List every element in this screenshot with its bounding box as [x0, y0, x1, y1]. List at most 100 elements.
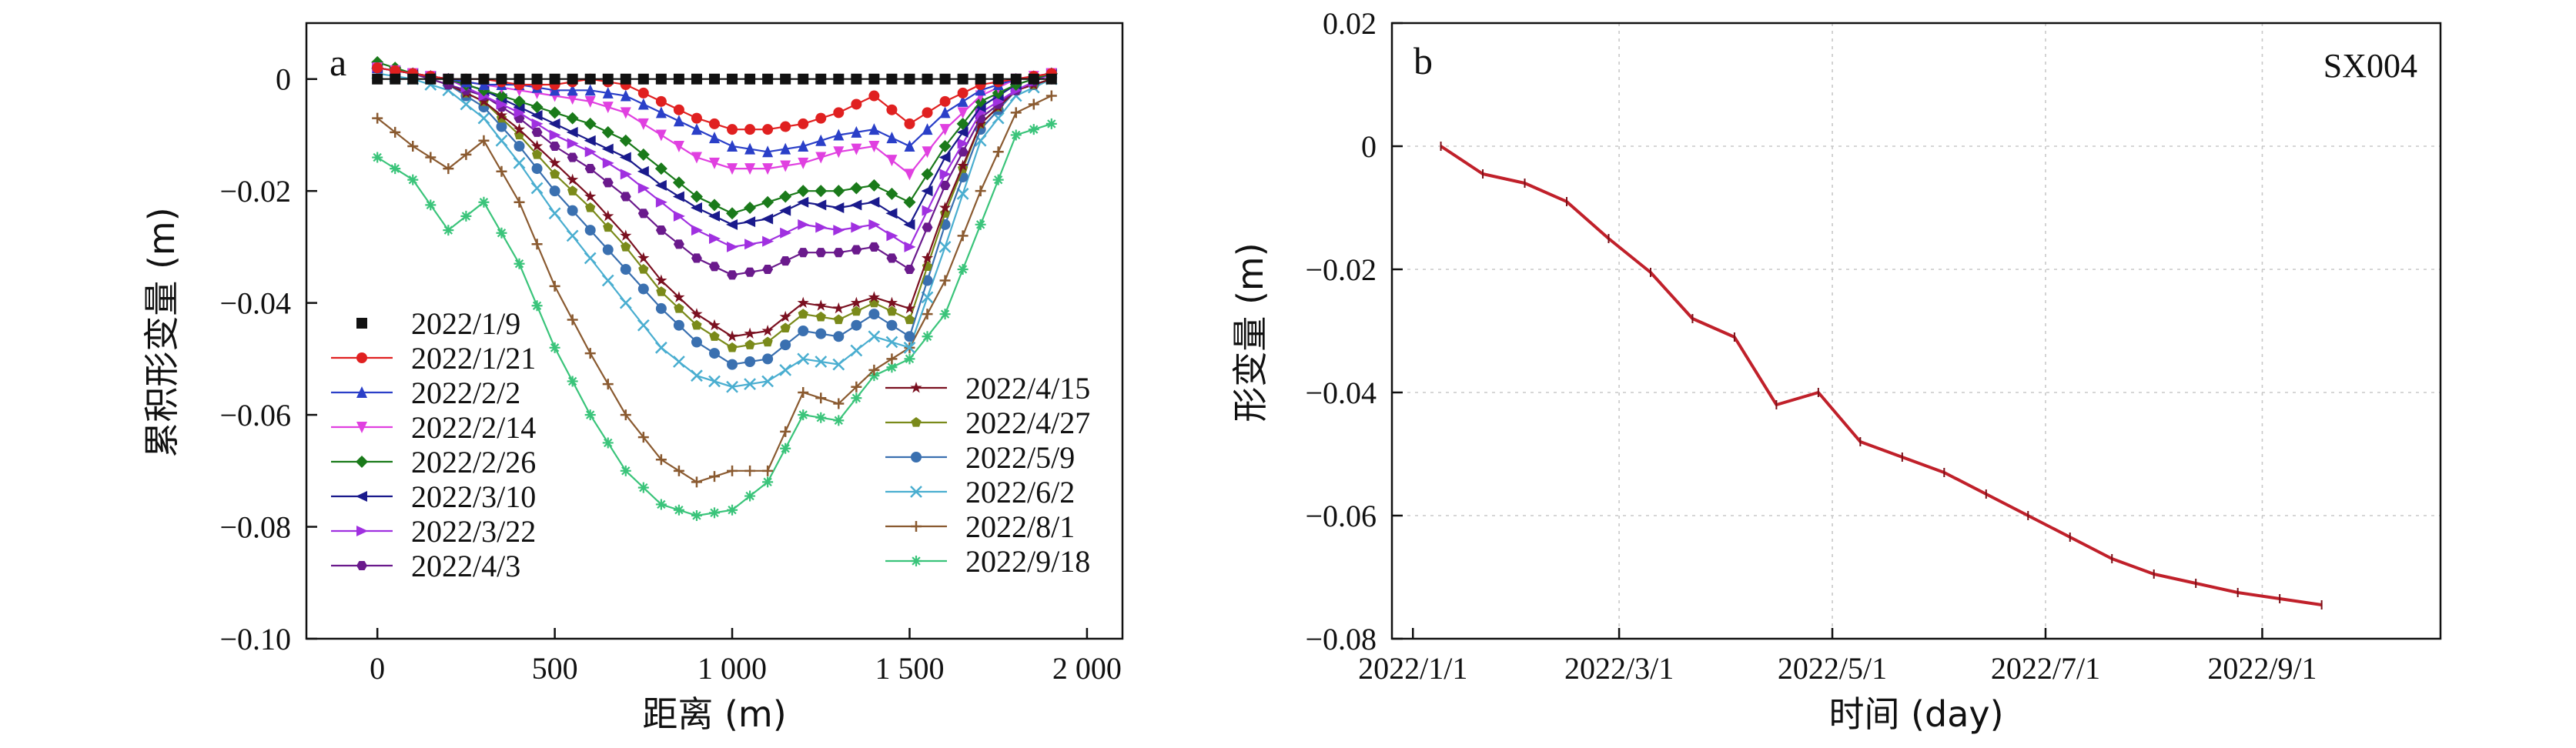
data-point — [549, 156, 561, 169]
data-point — [477, 112, 490, 125]
chart-b-station-label: SX004 — [2323, 47, 2417, 85]
data-point — [1028, 73, 1039, 85]
data-point — [1010, 73, 1022, 85]
data-point — [549, 169, 560, 179]
chart-b-xtick-label: 2022/5/1 — [1778, 651, 1887, 686]
data-point — [868, 370, 880, 382]
data-point — [478, 196, 490, 208]
data-point — [654, 341, 667, 354]
data-point — [868, 330, 881, 343]
legend-label: 2022/3/22 — [411, 514, 536, 549]
chart-b-xtick-label: 2022/9/1 — [2207, 651, 2317, 686]
legend-entry: 2022/4/3 — [331, 549, 520, 583]
data-point — [1045, 90, 1057, 102]
legend-marker — [356, 526, 368, 536]
data-point — [815, 299, 827, 311]
chart-a-axes: 0 500 1 000 1 500 2 000 0 −0.02 −0.04 −0.06 −0.08… — [219, 62, 1121, 686]
data-point — [513, 95, 526, 108]
data-point — [833, 225, 845, 236]
data-point — [372, 62, 383, 74]
data-point — [903, 219, 915, 230]
legend-entry: 2022/4/15 — [885, 371, 1090, 406]
data-point — [833, 107, 845, 119]
legend-entry: 2022/2/2 — [331, 376, 520, 410]
data-point — [637, 482, 649, 493]
data-point — [620, 465, 631, 476]
data-point — [673, 73, 684, 85]
data-point — [602, 379, 614, 390]
data-point — [868, 123, 880, 135]
data-point — [780, 426, 791, 437]
data-point — [620, 107, 631, 119]
data-point — [903, 195, 916, 209]
data-point — [566, 112, 579, 125]
data-point — [798, 409, 809, 421]
data-point — [744, 378, 756, 390]
chart-b-frame — [1390, 22, 2442, 640]
data-point — [584, 252, 597, 265]
data-point — [690, 190, 703, 203]
data-point — [637, 87, 649, 99]
legend-marker — [911, 417, 922, 427]
data-point — [620, 73, 631, 85]
data-point — [850, 199, 862, 211]
data-point — [744, 339, 755, 349]
data-point — [673, 504, 684, 516]
data-point — [673, 319, 684, 331]
data-point — [921, 252, 934, 263]
data-point — [727, 241, 739, 252]
legend-entry: 2022/9/18 — [885, 544, 1090, 579]
data-point — [727, 504, 738, 516]
data-point — [655, 302, 667, 314]
data-point — [939, 73, 951, 85]
data-point — [762, 145, 774, 158]
data-point — [833, 331, 845, 342]
data-point — [868, 309, 880, 320]
data-point — [904, 169, 915, 181]
data-point — [709, 331, 720, 341]
chart-b-ytick-label: 0.02 — [1323, 6, 1377, 41]
data-point — [708, 199, 721, 212]
data-point — [566, 229, 579, 242]
data-point — [922, 123, 933, 135]
data-point — [885, 336, 898, 349]
data-point — [567, 185, 578, 195]
data-point — [530, 182, 544, 195]
data-point — [1045, 118, 1057, 129]
data-point — [922, 73, 933, 85]
data-point — [655, 95, 667, 107]
data-point — [549, 280, 560, 292]
data-point — [372, 112, 383, 124]
data-point — [637, 283, 649, 295]
chart-a-xtick-label: 0 — [370, 651, 385, 686]
data-point — [886, 362, 898, 373]
data-point — [673, 115, 684, 127]
data-point — [673, 104, 684, 115]
data-point — [673, 291, 685, 302]
data-point — [938, 202, 952, 213]
chart-b-xlabel: 时间 (day) — [1828, 693, 2003, 735]
data-point — [851, 392, 862, 404]
data-point — [815, 222, 828, 233]
data-point — [620, 192, 631, 202]
data-point — [744, 490, 756, 502]
data-point — [637, 209, 649, 219]
data-point — [637, 252, 650, 263]
data-point — [496, 227, 507, 239]
data-point — [548, 207, 561, 220]
data-point — [531, 239, 543, 250]
data-point — [637, 73, 649, 85]
data-point — [798, 73, 809, 85]
legend-marker — [356, 422, 367, 433]
legend-marker — [911, 556, 922, 566]
data-point — [815, 152, 827, 164]
data-point — [922, 222, 933, 232]
data-point — [390, 73, 401, 85]
data-point — [531, 127, 543, 137]
chart-b-ytick-label: 0 — [1361, 129, 1377, 164]
data-point — [372, 73, 383, 85]
chart-a-series-2022-2-26 — [371, 55, 1058, 220]
data-point — [762, 235, 774, 247]
data-point — [798, 219, 810, 230]
data-point — [992, 146, 1004, 158]
